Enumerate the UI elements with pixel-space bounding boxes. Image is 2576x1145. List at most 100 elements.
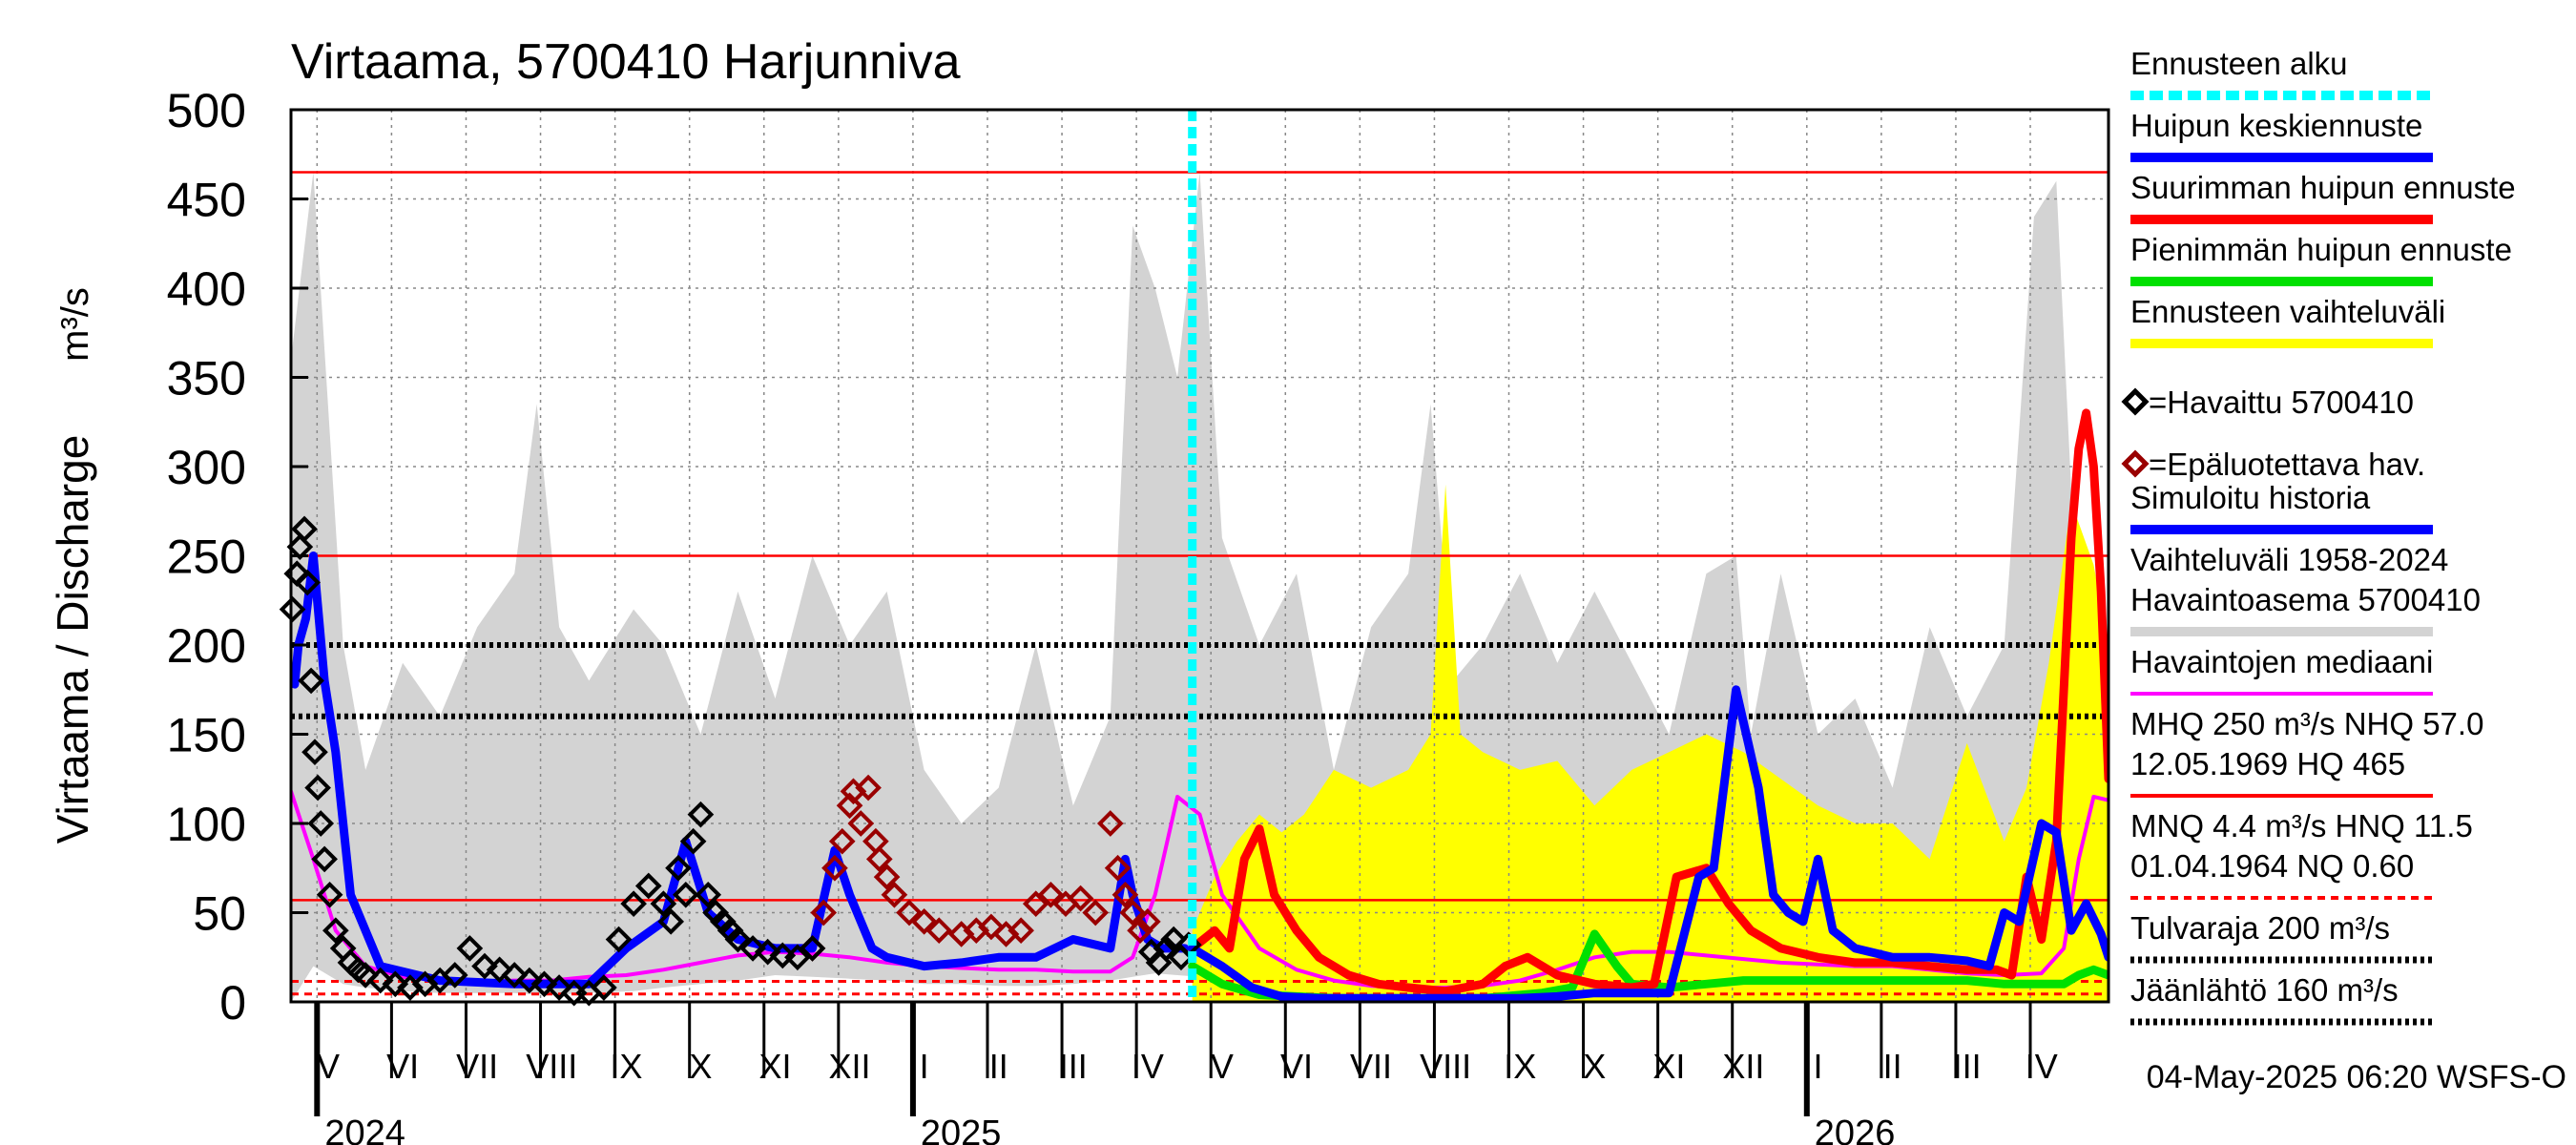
observed-point <box>591 974 617 1001</box>
unreliable-observation-point <box>873 864 901 890</box>
legend-label-j-nl-ht-160-m-s: Jäänlähtö 160 m³/s <box>2130 972 2399 1008</box>
unreliable-observation-point <box>896 899 923 926</box>
forecast-range-area <box>1192 484 2109 1002</box>
observed-point <box>799 935 826 962</box>
unreliable-observation-point <box>1082 899 1110 926</box>
observed-point <box>311 845 338 873</box>
month-label-x: X <box>689 1047 712 1086</box>
observed-point <box>605 926 633 953</box>
y-axis-label: Virtaama / Discharge <box>48 435 97 844</box>
legend-sublabel-vaihteluv-li-1958-2024: Havaintoasema 5700410 <box>2130 582 2481 617</box>
observed-point <box>634 872 662 900</box>
unreliable-observation-point <box>978 913 1005 941</box>
legend-label-ep-luotettava-hav: =Epäluotettava hav. <box>2149 447 2425 482</box>
unreliable-observation-point <box>836 792 863 820</box>
mean-peak-forecast-line <box>1188 685 2109 1002</box>
observed-point <box>665 854 692 882</box>
observed-point <box>530 970 558 998</box>
observed-point <box>298 667 324 695</box>
legend-label-suurimman-huipun-ennuste: Suurimman huipun ennuste <box>2130 170 2516 205</box>
legend-label-havaittu-5700410: =Havaittu 5700410 <box>2149 385 2414 420</box>
month-label-ii: II <box>989 1047 1008 1086</box>
observed-point <box>322 917 349 945</box>
observed-point <box>546 974 572 1001</box>
legend-label-havaintojen-mediaani: Havaintojen mediaani <box>2130 644 2433 679</box>
observed-point <box>784 944 811 971</box>
observed-point <box>672 881 699 908</box>
month-label-v: V <box>1211 1047 1234 1086</box>
legend-sublabel-mnq-4-4-m-s-hnq-11-5: 01.04.1964 NQ 0.60 <box>2130 848 2414 884</box>
observed-point <box>754 938 781 966</box>
month-label-vi: VI <box>386 1047 419 1086</box>
observed-point <box>620 890 647 917</box>
month-label-ii: II <box>1883 1047 1902 1086</box>
unreliable-observation-point <box>925 917 953 945</box>
month-label-ix: IX <box>610 1047 642 1086</box>
unreliable-observation-point <box>1127 917 1153 945</box>
month-label-vii: VII <box>1350 1047 1392 1086</box>
month-label-xii: XII <box>1722 1047 1764 1086</box>
unreliable-observation-point <box>1111 881 1139 908</box>
legend-label-tulvaraja-200-m-s: Tulvaraja 200 m³/s <box>2130 910 2390 946</box>
month-label-i: I <box>920 1047 929 1086</box>
observed-point <box>294 569 322 596</box>
legend: Ennusteen alku Huipun keskiennuste Suurimm… <box>2121 46 2516 1026</box>
observed-point <box>316 881 343 908</box>
unreliable-observation-point <box>821 854 848 882</box>
y-tick-label: 0 <box>219 976 246 1030</box>
observed-point <box>486 956 513 984</box>
unreliable-observation-point <box>810 899 838 926</box>
month-label-viii: VIII <box>526 1047 577 1086</box>
unreliable-observation-point <box>1067 885 1094 912</box>
footer-timestamp: 04-May-2025 06:20 WSFS-O <box>2147 1059 2566 1095</box>
observed-point <box>382 970 409 998</box>
observed-point <box>650 890 677 917</box>
y-tick-label: 50 <box>193 887 246 941</box>
observed-point <box>516 967 543 994</box>
max-peak-forecast-line <box>1188 408 2109 996</box>
unreliable-observation-point <box>855 774 882 802</box>
observed-point <box>441 962 468 989</box>
legend-marker-ep-luotettava-hav <box>2121 449 2150 478</box>
unreliable-observation-point <box>828 827 856 855</box>
legend-label-mhq-250-m-s-nhq-57-0: MHQ 250 m³/s NHQ 57.0 <box>2130 706 2483 741</box>
unreliable-observation-point <box>1022 890 1049 917</box>
year-label-2025: 2025 <box>921 1114 1002 1145</box>
legend-marker-havaittu-5700410 <box>2121 387 2150 416</box>
legend-label-huipun-keskiennuste: Huipun keskiennuste <box>2130 108 2422 143</box>
chart-title: Virtaama, 5700410 Harjunniva <box>291 34 961 90</box>
month-label-vii: VII <box>456 1047 498 1086</box>
observed-point <box>286 533 314 560</box>
observed-point <box>739 935 766 962</box>
observed-point <box>456 935 484 962</box>
observed-point <box>307 810 335 837</box>
unreliable-observation-point <box>1104 854 1132 882</box>
month-label-iv: IV <box>1132 1047 1164 1086</box>
observed-point <box>501 962 529 989</box>
observed-point <box>304 774 331 802</box>
legend-label-vaihteluv-li-1958-2024: Vaihteluväli 1958-2024 <box>2130 542 2448 577</box>
observed-point <box>724 926 752 953</box>
month-label-xi: XI <box>1652 1047 1685 1086</box>
y-tick-label: 450 <box>167 174 246 227</box>
observed-point <box>679 827 707 855</box>
unreliable-observation-point <box>1119 899 1147 926</box>
legend-label-ennusteen-vaihteluv-li: Ennusteen vaihteluväli <box>2130 294 2445 329</box>
y-tick-label: 300 <box>167 441 246 494</box>
month-label-xii: XII <box>829 1047 871 1086</box>
y-tick-label: 100 <box>167 798 246 851</box>
observed-point <box>1153 935 1180 962</box>
observed-point <box>687 801 715 828</box>
unreliable-observation-point <box>865 845 893 873</box>
month-label-xi: XI <box>758 1047 791 1086</box>
legend-label-mnq-4-4-m-s-hnq-11-5: MNQ 4.4 m³/s HNQ 11.5 <box>2130 808 2473 843</box>
observed-point <box>657 908 685 935</box>
month-label-i: I <box>1814 1047 1823 1086</box>
year-label-2026: 2026 <box>1815 1114 1896 1145</box>
y-tick-label: 150 <box>167 709 246 762</box>
unreliable-observation-point <box>847 810 875 837</box>
unreliable-observation-point <box>910 908 938 935</box>
observed-point <box>471 952 498 980</box>
unreliable-observation-point <box>1008 917 1034 945</box>
